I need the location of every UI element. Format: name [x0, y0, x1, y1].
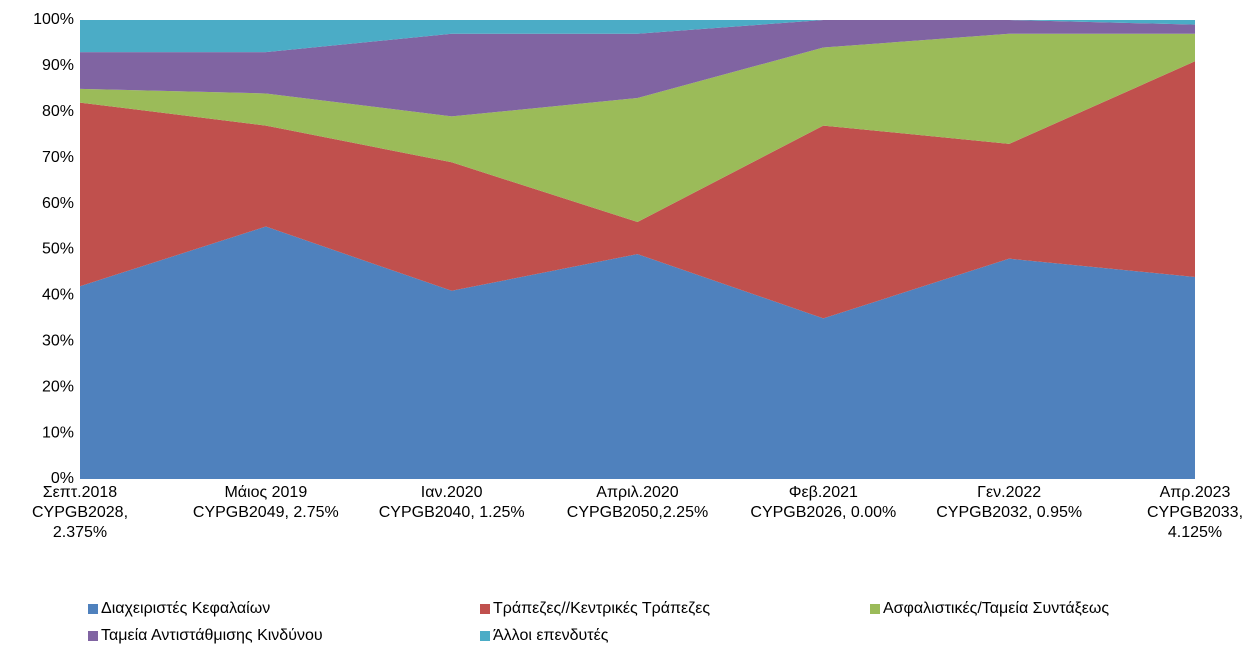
- y-tick-label: 40%: [42, 287, 74, 304]
- y-tick-label: 80%: [42, 103, 74, 120]
- x-tick-label: Σεπτ.2018: [43, 484, 118, 501]
- x-tick-label: Απριλ.2020: [596, 484, 679, 501]
- legend-swatch: [88, 604, 98, 614]
- y-tick-label: 70%: [42, 149, 74, 166]
- area: [80, 226, 1195, 479]
- y-tick-label: 20%: [42, 378, 74, 395]
- y-tick-label: 50%: [42, 241, 74, 258]
- x-tick-label: Μάιος 2019: [224, 484, 307, 501]
- x-tick-label: CYPGB2028,: [32, 504, 128, 521]
- x-tick-label: 2.375%: [53, 524, 107, 541]
- legend-label: Ασφαλιστικές/Ταμεία Συντάξεως: [883, 600, 1109, 617]
- x-tick-label: 4.125%: [1168, 524, 1222, 541]
- area: [80, 20, 1195, 117]
- legend-label: Ταμεία Αντιστάθμισης Κινδύνου: [101, 627, 323, 644]
- x-tick-label: Απρ.2023: [1160, 484, 1231, 501]
- y-tick-label: 90%: [42, 57, 74, 74]
- x-tick-label: CYPGB2032, 0.95%: [936, 504, 1082, 521]
- area: [80, 33, 1195, 222]
- legend-label: Τράπεζες//Κεντρικές Τράπεζες: [493, 600, 710, 617]
- x-tick-label: Γεν.2022: [977, 484, 1041, 501]
- x-tick-label: CYPGB2049, 2.75%: [193, 504, 339, 521]
- area: [80, 61, 1195, 319]
- y-tick-label: 100%: [33, 11, 74, 28]
- legend-swatch: [480, 631, 490, 641]
- x-tick-label: CYPGB2040, 1.25%: [379, 504, 525, 521]
- x-tick-label: Φεβ.2021: [789, 484, 858, 501]
- y-tick-label: 30%: [42, 333, 74, 350]
- legend-swatch: [870, 604, 880, 614]
- y-tick-label: 60%: [42, 195, 74, 212]
- x-tick-label: CYPGB2026, 0.00%: [750, 504, 896, 521]
- y-tick-label: 10%: [42, 424, 74, 441]
- area: [80, 20, 1195, 53]
- legend-swatch: [480, 604, 490, 614]
- x-tick-label: CYPGB2033,: [1147, 504, 1243, 521]
- legend-swatch: [88, 631, 98, 641]
- legend-label: Άλλοι επενδυτές: [493, 627, 609, 644]
- x-tick-label: CYPGB2050,2.25%: [567, 504, 708, 521]
- x-tick-label: Ιαν.2020: [421, 484, 483, 501]
- y-tick-label: 0%: [51, 470, 74, 487]
- legend-label: Διαχειριστές Κεφαλαίων: [101, 600, 270, 617]
